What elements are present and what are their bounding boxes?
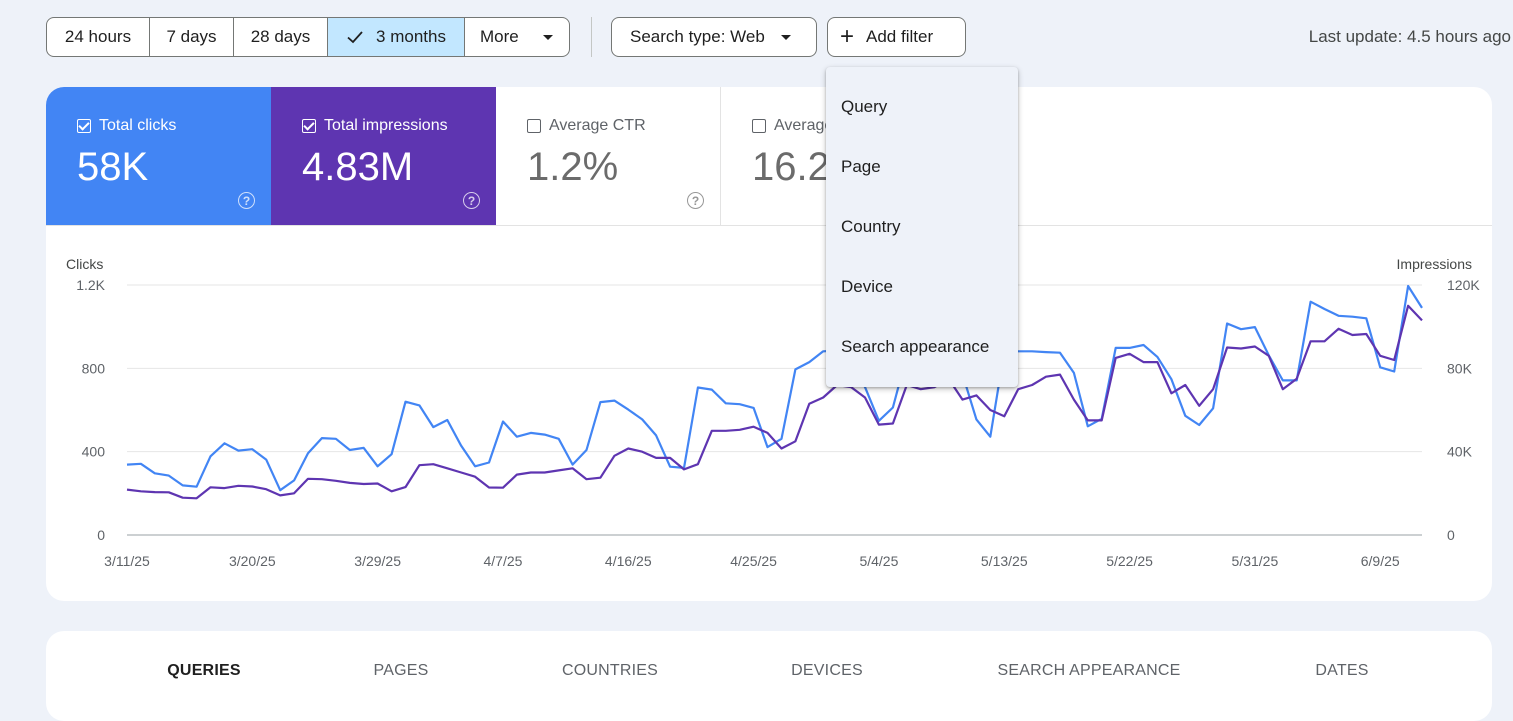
series-line-impressions: [126, 304, 1423, 500]
x-tick-label: 6/9/25: [1361, 553, 1400, 569]
x-tick-label: 4/16/25: [605, 553, 652, 569]
x-tick-label: 5/4/25: [859, 553, 898, 569]
metric-value: 16.2: [752, 145, 830, 189]
date-range-selector: 24 hours 7 days 28 days 3 months More: [46, 17, 570, 57]
y-tick-label-right: 40K: [1447, 444, 1473, 460]
metric-value: 1.2%: [527, 145, 619, 189]
help-icon[interactable]: ?: [238, 192, 255, 209]
metric-label: Total clicks: [99, 117, 177, 134]
dimension-tabs: QUERIES PAGES COUNTRIES DEVICES SEARCH A…: [46, 631, 1492, 721]
x-tick-label: 5/31/25: [1232, 553, 1279, 569]
y-tick-label-left: 1.2K: [76, 277, 105, 293]
y-tick-label-right: 80K: [1447, 360, 1473, 376]
range-label: 28 days: [250, 27, 311, 46]
x-tick-label: 3/29/25: [354, 553, 401, 569]
y-tick-label-right: 120K: [1447, 277, 1480, 293]
checkmark-icon: [347, 31, 363, 44]
plus-icon: +: [840, 23, 855, 50]
metric-total-clicks[interactable]: Total clicks 58K ?: [46, 87, 271, 225]
range-28-days[interactable]: 28 days: [234, 18, 328, 56]
metric-average-ctr[interactable]: Average CTR 1.2% ?: [496, 87, 721, 225]
y-tick-label-right: 0: [1447, 527, 1455, 543]
metric-tiles: Total clicks 58K ? Total impressions 4.8…: [46, 87, 1492, 226]
x-tick-label: 5/22/25: [1106, 553, 1153, 569]
y-tick-label-left: 800: [82, 360, 106, 376]
metric-label: Average CTR: [549, 117, 646, 134]
x-tick-label: 4/25/25: [730, 553, 777, 569]
series-line-clicks: [126, 284, 1423, 492]
add-filter-button[interactable]: + Add filter: [827, 17, 966, 57]
range-label: 7 days: [166, 27, 217, 46]
x-tick-label: 5/13/25: [981, 553, 1028, 569]
menu-item-country[interactable]: Country: [841, 217, 901, 236]
y-tick-label-left: 0: [97, 527, 105, 543]
metric-value: 58K: [77, 145, 149, 189]
last-update-text: Last update: 4.5 hours ago: [1308, 27, 1511, 46]
metric-total-impressions[interactable]: Total impressions 4.83M ?: [271, 87, 496, 225]
metric-value: 4.83M: [302, 145, 414, 189]
tab-queries[interactable]: QUERIES: [167, 662, 241, 679]
tab-pages[interactable]: PAGES: [373, 662, 429, 679]
menu-item-query[interactable]: Query: [841, 97, 888, 116]
x-tick-label: 3/11/25: [104, 553, 150, 569]
checkbox-icon[interactable]: [527, 119, 541, 133]
toolbar-divider: [591, 17, 592, 57]
search-type-dropdown[interactable]: Search type: Web: [611, 17, 817, 57]
tab-countries[interactable]: COUNTRIES: [561, 662, 659, 679]
range-label: 3 months: [376, 27, 446, 46]
performance-card: Total clicks 58K ? Total impressions 4.8…: [46, 87, 1492, 601]
menu-item-page[interactable]: Page: [841, 157, 881, 176]
add-filter-menu: Query Page Country Device Search appeara…: [826, 67, 1018, 387]
performance-chart: 0 0 400 40K 800 80K 1.2K 120K Clicks Impressions 3…: [66, 256, 1480, 569]
help-icon[interactable]: ?: [687, 192, 704, 209]
checkbox-icon[interactable]: [302, 119, 316, 133]
toolbar: 24 hours 7 days 28 days 3 months More Se…: [46, 17, 966, 57]
search-type-label: Search type: Web: [630, 27, 765, 46]
menu-item-device[interactable]: Device: [841, 277, 893, 296]
checkbox-icon[interactable]: [752, 119, 766, 133]
y-axis-title-left: Clicks: [66, 256, 103, 272]
x-tick-label: 4/7/25: [483, 553, 522, 569]
range-3-months[interactable]: 3 months: [328, 18, 465, 56]
y-axis-title-right: Impressions: [1397, 256, 1472, 272]
range-label: More: [480, 27, 519, 46]
x-tick-label: 3/20/25: [229, 553, 276, 569]
menu-item-search-appearance[interactable]: Search appearance: [841, 337, 990, 356]
range-24-hours[interactable]: 24 hours: [47, 18, 150, 56]
tab-search-appearance[interactable]: SEARCH APPEARANCE: [997, 662, 1181, 679]
chevron-down-icon: [542, 34, 553, 40]
range-more-dropdown[interactable]: More: [465, 18, 569, 56]
help-icon[interactable]: ?: [463, 192, 480, 209]
add-filter-label: Add filter: [866, 27, 934, 46]
range-label: 24 hours: [64, 27, 132, 46]
chevron-down-icon: [780, 34, 791, 40]
metric-label: Total impressions: [324, 117, 448, 134]
tab-dates[interactable]: DATES: [1315, 662, 1369, 679]
checkbox-icon[interactable]: [77, 119, 91, 133]
range-7-days[interactable]: 7 days: [150, 18, 234, 56]
tab-devices[interactable]: DEVICES: [791, 662, 863, 679]
y-tick-label-left: 400: [82, 444, 106, 460]
